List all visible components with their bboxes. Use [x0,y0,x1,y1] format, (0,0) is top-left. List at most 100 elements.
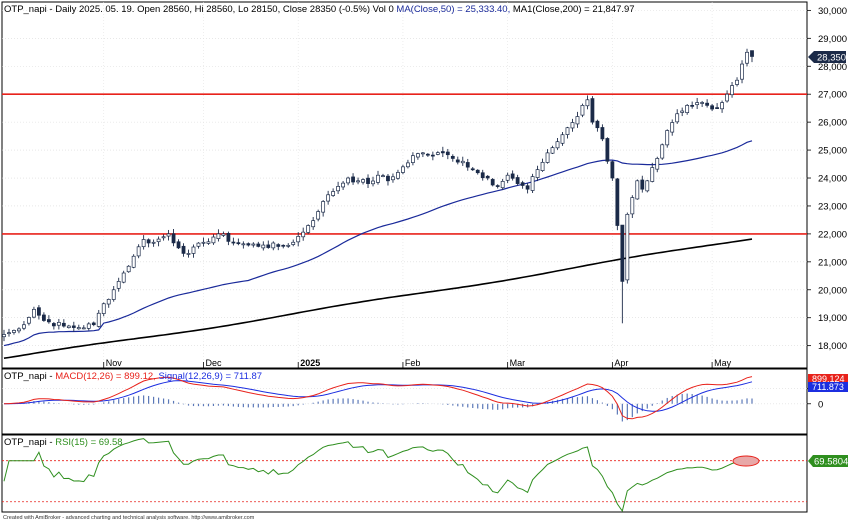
candle-body [106,299,111,305]
candle-body [415,153,420,158]
candle-body [450,155,455,159]
candle-body [51,323,56,327]
candle-body [121,272,126,283]
candle-body [720,102,724,110]
candle-body [366,177,370,184]
rsi-panel-frame [1,434,808,513]
last-price-value: 28,350 [817,53,846,64]
candle-body [590,98,595,123]
price-panel[interactable]: 18,000 19,000 20,000 21,000 22,000 23,000 24,0… [1,1,847,369]
month-label: Feb [405,358,421,368]
candle-body [126,265,131,273]
horizontal-level-lines[interactable] [2,93,807,235]
price-tick-label: 20,000 [818,285,847,296]
candle-body [256,243,261,247]
price-tick-label: 25,000 [818,146,847,157]
candle-body [326,194,331,202]
candle-body [680,110,685,113]
candle-body [91,322,96,326]
rsi-path [3,438,753,513]
candle-body [281,244,286,247]
signal-value: 711.873 [812,382,844,392]
macd-value-badge: 899.124 [808,374,848,384]
candle-body [141,239,146,248]
month-label: Dec [205,358,222,368]
candle-body [615,178,620,226]
month-label: Apr [614,358,628,368]
candle-body [251,243,256,246]
macd-legend: MACD(12,26) = 899.12, [55,371,158,382]
candle-body [246,243,251,246]
macd-panel-frame [1,368,808,435]
signal-legend: Signal(12,26,9) = 711.87 [158,371,262,382]
candle-body [550,147,555,154]
candle-body [17,328,21,332]
price-tick-label: 18,000 [818,341,847,352]
candle-body [725,93,729,102]
candle-body [211,236,216,244]
macd-panel[interactable]: 0500 OTP_napi - MACD(12,26) = 899.12, Si… [1,368,848,435]
candle-body [695,102,700,106]
candle-body [465,162,470,168]
candle-body [186,253,191,255]
price-panel-frame [1,1,808,369]
candle-body [271,242,276,249]
candle-body [331,191,336,196]
candlesticks [2,48,754,342]
candle-body [735,79,739,85]
candle-body [530,176,535,191]
candle-body [386,175,390,182]
signal-path [3,380,753,412]
candle-body [2,334,6,338]
price-header-prefix: OTP_napi - Daily 2025. 05. 19. Open 2856… [4,4,396,15]
candle-body [490,179,495,186]
candle-body [406,162,410,168]
candle-body [515,177,520,184]
candle-body [425,153,430,156]
candle-body [396,172,400,179]
candle-body [306,225,311,233]
candle-body [236,242,241,245]
candle-body [176,241,181,249]
candle-body [660,144,665,159]
candle-body [231,241,236,244]
candle-body [600,127,605,140]
candle-body [545,152,550,163]
candle-body [605,138,610,162]
candle-body [166,233,171,237]
price-tick-label: 24,000 [818,174,847,185]
candle-body [361,179,365,183]
price-tick-label: 30,000 [818,6,847,17]
candle-body [226,233,231,242]
price-tick-label: 28,000 [818,62,847,73]
candle-body [161,236,166,239]
candle-body [66,325,71,328]
footer-credit: Created with AmiBroker - advanced charti… [3,515,255,521]
rsi-panel[interactable]: OTP_napi - RSI(15) = 69.58 69.5804 [1,434,848,513]
candle-body [266,244,271,248]
rsi-highlight-marker [732,455,760,467]
candle-body [376,174,380,183]
macd-value: 899.124 [812,374,845,384]
macd-path [3,376,753,420]
candle-body [76,327,81,330]
candle-body [505,174,510,181]
candle-body [650,167,655,182]
candle-body [645,180,650,192]
candle-body [96,312,101,327]
candle-body [445,151,450,156]
signal-value-badge: 711.873 [808,382,848,392]
candle-body [565,127,570,135]
candle-body [745,51,749,64]
candle-body [156,238,161,243]
candle-body [640,179,645,190]
candle-body [101,303,106,314]
candle-body [460,160,465,164]
candle-body [580,105,585,116]
candle-body [356,180,360,183]
candle-body [311,220,316,228]
month-label: May [714,358,732,368]
candle-body [510,173,515,179]
price-tick-label: 27,000 [818,90,847,101]
